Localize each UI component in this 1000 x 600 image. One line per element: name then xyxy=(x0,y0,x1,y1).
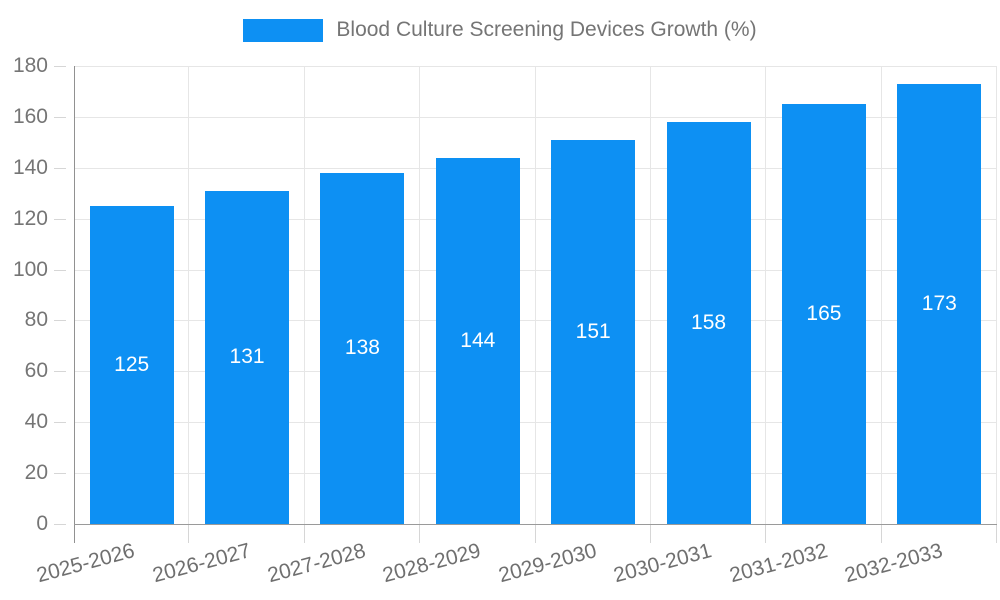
x-axis-tick xyxy=(765,524,767,543)
chart-legend: Blood Culture Screening Devices Growth (… xyxy=(0,18,1000,42)
bar xyxy=(89,205,174,524)
gridline-vertical xyxy=(649,66,651,524)
x-axis-category-label: 2030-2031 xyxy=(611,539,715,588)
x-axis-tick xyxy=(880,524,882,543)
plot-area: 0 20 40 60 80 100 120 140 160 180 125 2025-2026 131 2… xyxy=(13,54,997,587)
gridline-horizontal xyxy=(74,66,997,67)
bar-value-label: 131 xyxy=(229,345,265,369)
x-axis-tick xyxy=(303,524,305,543)
legend-label: Blood Culture Screening Devices Growth (… xyxy=(336,18,757,41)
x-axis-tick xyxy=(419,524,421,543)
gridline-horizontal xyxy=(74,167,997,169)
bar xyxy=(205,190,290,524)
y-axis-tick-label: 120 xyxy=(12,206,48,230)
y-axis-tick-label: 60 xyxy=(24,359,48,383)
gridline-vertical xyxy=(534,66,536,524)
y-axis-tick-label: 80 xyxy=(24,308,48,332)
gridline-horizontal xyxy=(74,473,997,475)
y-axis-tick xyxy=(54,66,66,67)
bar xyxy=(551,139,636,524)
y-axis-tick-label: 160 xyxy=(12,104,48,128)
y-axis-tick xyxy=(54,116,66,118)
gridline-vertical xyxy=(188,66,190,524)
legend-swatch xyxy=(243,18,324,42)
y-axis-tick xyxy=(54,422,66,424)
bar-value-label: 144 xyxy=(460,328,496,352)
gridline-horizontal xyxy=(74,269,997,271)
gridline-vertical xyxy=(996,66,997,524)
x-axis-category-label: 2027-2028 xyxy=(265,539,369,588)
bar xyxy=(781,104,866,524)
y-axis-tick xyxy=(54,524,66,525)
bar-value-label: 138 xyxy=(344,336,380,360)
bar-value-label: 125 xyxy=(114,352,150,376)
gridline-vertical xyxy=(880,66,882,524)
gridline-vertical xyxy=(419,66,421,524)
y-axis-tick-label: 100 xyxy=(12,257,48,281)
x-axis-tick xyxy=(649,524,651,543)
x-axis-tick xyxy=(534,524,536,543)
y-axis-tick-label: 180 xyxy=(12,54,48,77)
bar-value-label: 165 xyxy=(806,302,842,326)
bar xyxy=(666,121,751,524)
x-axis-category-label: 2026-2027 xyxy=(149,539,253,588)
x-axis-tick xyxy=(188,524,190,543)
y-axis-tick xyxy=(54,218,66,220)
gridline-vertical xyxy=(303,66,305,524)
bar-value-label: 158 xyxy=(691,310,727,334)
bar xyxy=(435,157,520,524)
y-axis-tick-label: 140 xyxy=(12,155,48,179)
gridline-horizontal xyxy=(74,218,997,220)
y-axis-tick-label: 20 xyxy=(24,461,48,485)
gridline-horizontal xyxy=(74,422,997,424)
x-axis-category-label: 2032-2033 xyxy=(842,539,946,588)
bar xyxy=(320,172,405,524)
gridline-horizontal xyxy=(74,116,997,118)
y-axis-tick-label: 0 xyxy=(36,512,48,535)
bar xyxy=(897,83,982,524)
y-axis-tick xyxy=(54,473,66,475)
y-axis-tick-label: 40 xyxy=(24,410,48,434)
bar-value-label: 173 xyxy=(921,291,957,315)
gridline-vertical xyxy=(765,66,767,524)
y-axis-tick xyxy=(54,167,66,169)
bar-value-label: 151 xyxy=(575,319,611,343)
y-axis-tick xyxy=(54,371,66,373)
gridline-horizontal xyxy=(74,320,997,322)
gridline-horizontal xyxy=(74,371,997,373)
x-axis-category-label: 2031-2032 xyxy=(726,539,830,588)
x-axis-tick xyxy=(996,524,997,543)
y-axis-tick xyxy=(54,269,66,271)
x-axis-category-label: 2029-2030 xyxy=(495,539,599,588)
y-axis-line xyxy=(74,66,75,543)
x-axis-category-label: 2028-2029 xyxy=(380,539,484,588)
x-axis-category-label: 2025-2026 xyxy=(34,539,138,588)
x-axis-line xyxy=(74,524,997,525)
y-axis-tick xyxy=(54,320,66,322)
